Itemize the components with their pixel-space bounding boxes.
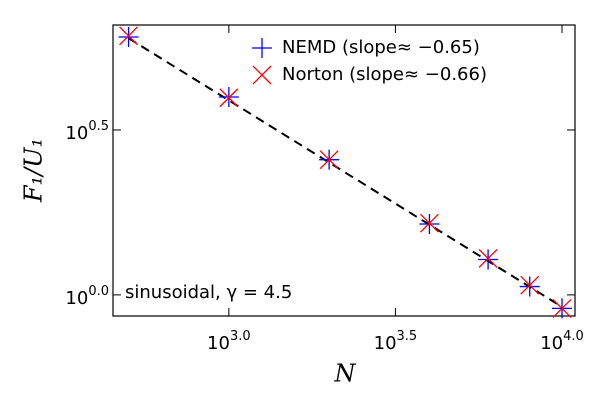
marker (478, 249, 499, 270)
tick-label: 103.0 (207, 329, 251, 355)
tick-base: 10 (207, 333, 230, 354)
marker (119, 26, 139, 46)
marker (519, 276, 540, 297)
marker (478, 248, 498, 268)
marker (419, 213, 439, 233)
tick-exponent: 0.0 (88, 283, 109, 298)
tick-label: 100.5 (65, 118, 109, 144)
tick-exponent: 3.5 (397, 329, 418, 344)
plot-frame (112, 24, 576, 317)
tick-base: 10 (540, 333, 563, 354)
legend-marker (252, 38, 272, 58)
marker (118, 27, 139, 48)
tick-base: 10 (374, 333, 397, 354)
marker (219, 88, 239, 108)
y-axis-label: F₁/U₁ (20, 138, 48, 203)
tick-label: 104.0 (540, 329, 584, 355)
x-axis-label: N (334, 360, 357, 388)
tick-base: 10 (65, 123, 88, 144)
tick-exponent: 4.0 (563, 329, 584, 344)
annotation: sinusoidal, γ = 4.5 (125, 282, 292, 303)
marker (520, 275, 540, 295)
fit-line (128, 37, 563, 308)
tick-exponent: 3.0 (230, 329, 251, 344)
legend-marker (252, 65, 272, 85)
marker (552, 298, 572, 318)
marker (319, 150, 339, 170)
legend-label: NEMD (slope≈ −0.65) (282, 37, 480, 58)
legend-label: Norton (slope≈ −0.66) (282, 64, 487, 85)
tick-base: 10 (65, 288, 88, 309)
tick-label: 103.5 (374, 329, 418, 355)
tick-exponent: 0.5 (88, 118, 109, 133)
tick-label: 100.0 (65, 283, 109, 309)
